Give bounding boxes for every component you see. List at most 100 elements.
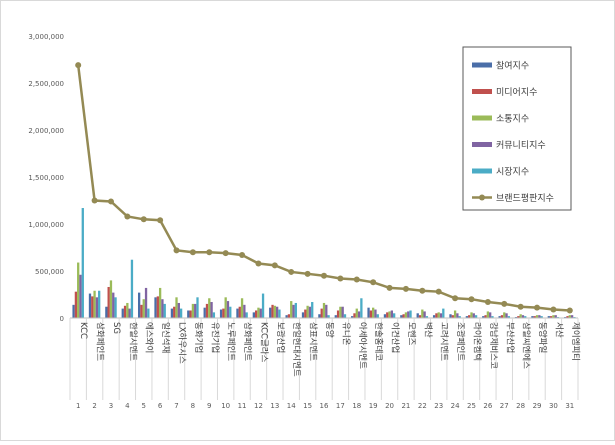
bar-mark [306,305,309,318]
bar-mark [177,302,180,318]
rank-label: 3 [109,402,113,410]
bar-mark [404,312,408,318]
y-tick-label: 2,500,000 [28,80,64,88]
bar-mark [369,310,373,318]
bar-mark [547,316,550,318]
bar-mark [93,290,96,318]
bar-mark [334,315,337,318]
bar-marks [72,208,576,318]
line-point [91,197,98,204]
legend-swatch [472,89,492,94]
bar-mark [318,314,321,318]
bar-mark [409,310,412,318]
bar-mark [521,315,525,318]
line-point [271,262,278,269]
bar-mark [191,303,195,318]
bar-mark [568,315,571,318]
bar-mark [360,298,363,318]
bar-mark [210,302,213,318]
rank-label: 17 [336,402,345,410]
bar-mark [402,314,405,318]
x-tick-label: 한솔홈데코 [373,322,384,361]
rank-label: 26 [483,402,492,410]
bar-mark [161,299,164,318]
line-point [321,272,327,279]
bar-mark [238,306,241,318]
legend-swatch [472,168,492,174]
bar-mark [294,302,297,318]
line-point [468,296,475,303]
bar-mark [112,292,115,318]
rank-label: 19 [369,402,378,410]
line-point [566,307,573,314]
rank-label: 21 [401,402,410,410]
bar-mark [322,302,326,318]
legend-label: 소통지수 [496,114,529,125]
rank-label: 8 [191,402,195,410]
rank-label: 13 [270,402,279,410]
bar-mark [194,303,197,318]
bar-mark [491,316,494,318]
bar-mark [484,315,487,318]
bar-mark [407,311,410,318]
x-tick-label: KCC [78,322,88,339]
line-point [124,213,131,220]
bar-mark [123,305,127,318]
bar-mark [301,312,305,318]
rank-label: 11 [238,402,247,410]
bar-mark [173,306,176,318]
bar-mark [222,308,225,318]
bar-mark [570,315,574,318]
rank-label: 6 [158,402,163,410]
bar-mark [486,311,490,318]
line-point [484,299,491,306]
rank-label: 31 [565,402,574,410]
x-tick-label: 삼화페인트 [242,322,253,361]
line-point [222,250,229,257]
bar-mark [498,316,501,318]
x-tick-label: 벽산 [422,322,433,338]
bar-mark [255,310,258,318]
rank-label: 14 [287,402,296,410]
bar-mark [208,298,211,318]
x-tick-label: 삼일씨엔에스 [521,322,532,369]
bar-mark [187,310,190,318]
bar-mark [79,274,82,318]
rank-label: 12 [254,402,263,410]
bar-mark [245,312,248,318]
bar-mark [226,301,230,318]
bar-mark [261,293,265,318]
rank-label: 29 [533,402,542,410]
bar-mark [212,312,216,318]
x-tick-label: 보광산업 [275,322,286,353]
bar-mark [432,315,436,318]
x-tick-label: 한일시멘트 [127,322,137,361]
rank-label: 27 [500,402,509,410]
bar-mark [435,313,438,318]
bar-mark [400,315,403,318]
rank-label: 30 [549,402,558,410]
bar-mark [158,287,162,318]
bar-mark [278,309,281,318]
bar-mark [219,309,223,318]
bar-mark [554,315,557,318]
legend-box [462,46,572,211]
bar-mark [507,316,511,318]
bar-mark [98,290,101,318]
bar-mark [524,316,527,318]
y-tick-label: 0 [60,315,64,323]
bar-mark [144,287,148,318]
rank-label: 5 [142,402,146,410]
bar-mark [482,316,485,318]
bar-mark [236,308,239,318]
line-point [173,247,180,254]
bar-mark [154,297,157,318]
bar-mark [137,292,141,318]
bar-mark [465,316,469,318]
bar-mark [107,286,110,318]
bar-mark [229,306,232,318]
x-tick-label: 이건산업 [390,322,401,353]
x-tick-label: 동화기업 [193,322,203,353]
